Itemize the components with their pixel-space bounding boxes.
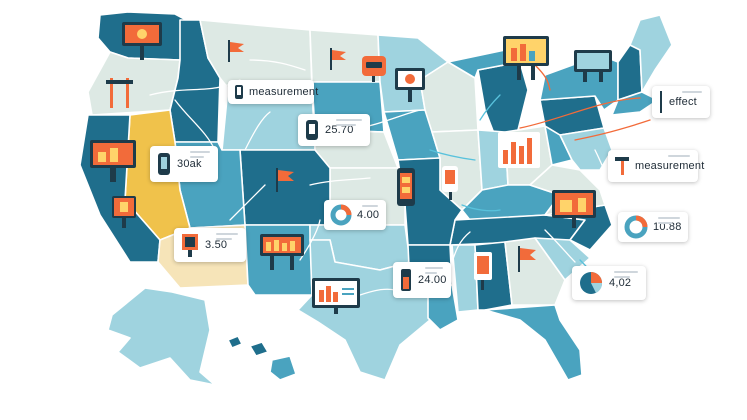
sign-icon [474,252,492,290]
region-hawaii-2 [249,341,269,357]
arrow-route [574,119,651,141]
region-mid-atlantic [559,127,613,171]
arrow-route [309,177,371,186]
billboard-icon [503,36,549,80]
arrow-route [534,64,551,91]
region-southern-new-england [611,91,659,116]
map-markers [90,22,612,314]
thermometer-icon [660,91,662,113]
phone-icon [397,168,415,206]
billboard-icon [552,190,596,228]
battery-meter-icon [401,269,411,291]
card-value-1088: 10.88 [618,212,688,242]
billboard-icon [395,68,425,102]
region-colorado [239,149,331,226]
region-michigan-upper [447,49,521,79]
arrow-route [174,99,216,151]
card-value-400: 4.00 [324,200,386,230]
billboard-icon [260,234,304,270]
region-maine [629,14,673,93]
signpost-icon [106,78,133,108]
flag-icon [330,48,346,70]
arrow-route [359,288,396,296]
placeholder-lines [658,217,680,227]
sign-icon [362,56,386,82]
arrow-route [461,204,501,212]
arrow-route [299,219,321,261]
placeholder-lines [190,151,210,161]
card-value-2400: 24.00 [393,262,451,298]
placeholder-lines [362,205,378,210]
region-northern-new-england [617,44,643,101]
placeholder-lines [336,119,362,129]
billboard-icon [122,22,162,60]
arrow-route [229,184,266,221]
monitor-icon [312,278,360,314]
signpost-icon [615,157,629,175]
card-text: effect [669,96,697,108]
card-text: measurement [635,160,705,172]
region-hawaii-1 [227,335,243,349]
flag-icon [228,40,244,62]
card-text: 3.50 [205,239,228,251]
arrow-route [449,231,471,271]
arrow-route [244,111,271,151]
bar-chart-icon [498,132,540,168]
region-florida [484,304,583,381]
placeholder-lines [216,233,238,243]
region-hawaii-3 [269,355,297,381]
donut-chart-icon [330,204,352,226]
arrow-route [429,149,476,161]
arrow-route [544,229,576,263]
sign-icon [442,166,458,200]
billboard-icon [574,50,612,82]
placeholder-lines [425,267,443,277]
billboard-icon [182,234,198,257]
card-value-2570: 25.70 [298,114,370,146]
billboard-icon [90,140,136,182]
card-measurement-e: measurement [608,150,704,182]
card-text: 4,02 [609,277,632,289]
battery-meter-icon [306,120,318,140]
card-value-30ak: 30ak [150,146,218,182]
region-oregon [87,51,181,116]
card-text: 24.00 [418,274,447,286]
placeholder-lines [668,155,690,160]
placeholder-lines [682,91,702,96]
card-text: measurement [249,86,319,98]
card-value-402: 4,02 [572,266,646,300]
pie-chart-icon [580,272,603,294]
card-text: 4.00 [357,209,380,221]
arrow-route [519,97,641,129]
billboard-icon [112,196,136,228]
donut-chart-icon [624,215,648,239]
battery-meter-icon [158,153,170,175]
card-text: 10.88 [653,221,682,233]
placeholder-lines [614,271,638,281]
arrow-route [249,59,306,71]
flag-icon [276,168,294,192]
battery-meter-icon [235,85,243,99]
card-measurement-nw: measurement [228,80,318,104]
card-effect-ne: effect [652,86,710,118]
region-alaska [107,287,216,386]
arrow-route [479,94,501,121]
card-text: 30ak [177,158,202,170]
card-text: 25.70 [325,124,354,136]
flag-icon [518,246,536,272]
card-value-350: 3.50 [174,228,246,262]
